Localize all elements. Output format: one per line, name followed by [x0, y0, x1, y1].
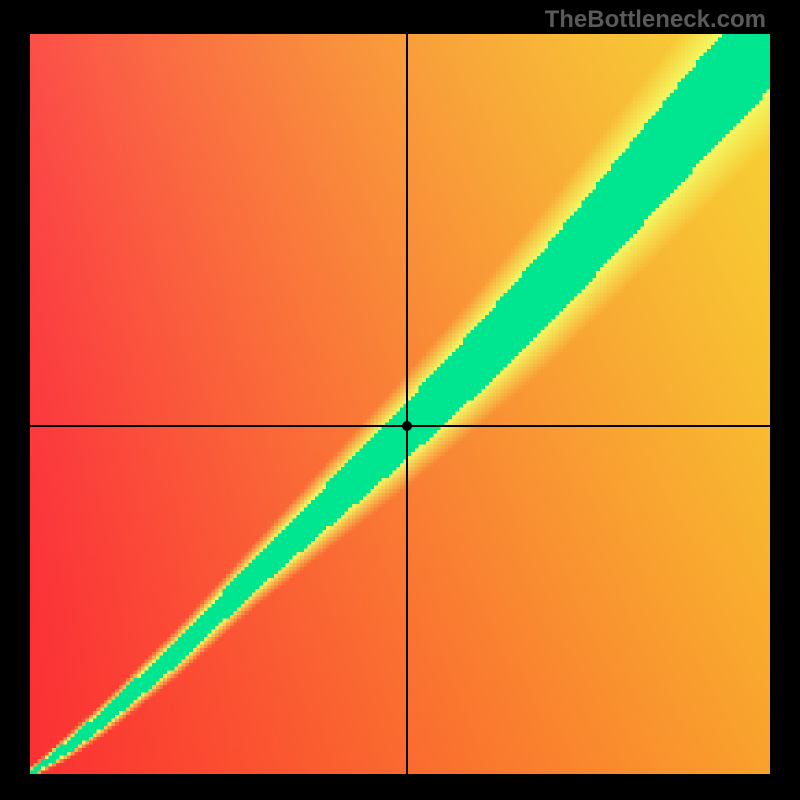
crosshair-vertical: [406, 34, 408, 774]
crosshair-horizontal: [30, 425, 770, 427]
watermark-text: TheBottleneck.com: [545, 6, 766, 34]
bottleneck-heatmap: [30, 34, 770, 774]
